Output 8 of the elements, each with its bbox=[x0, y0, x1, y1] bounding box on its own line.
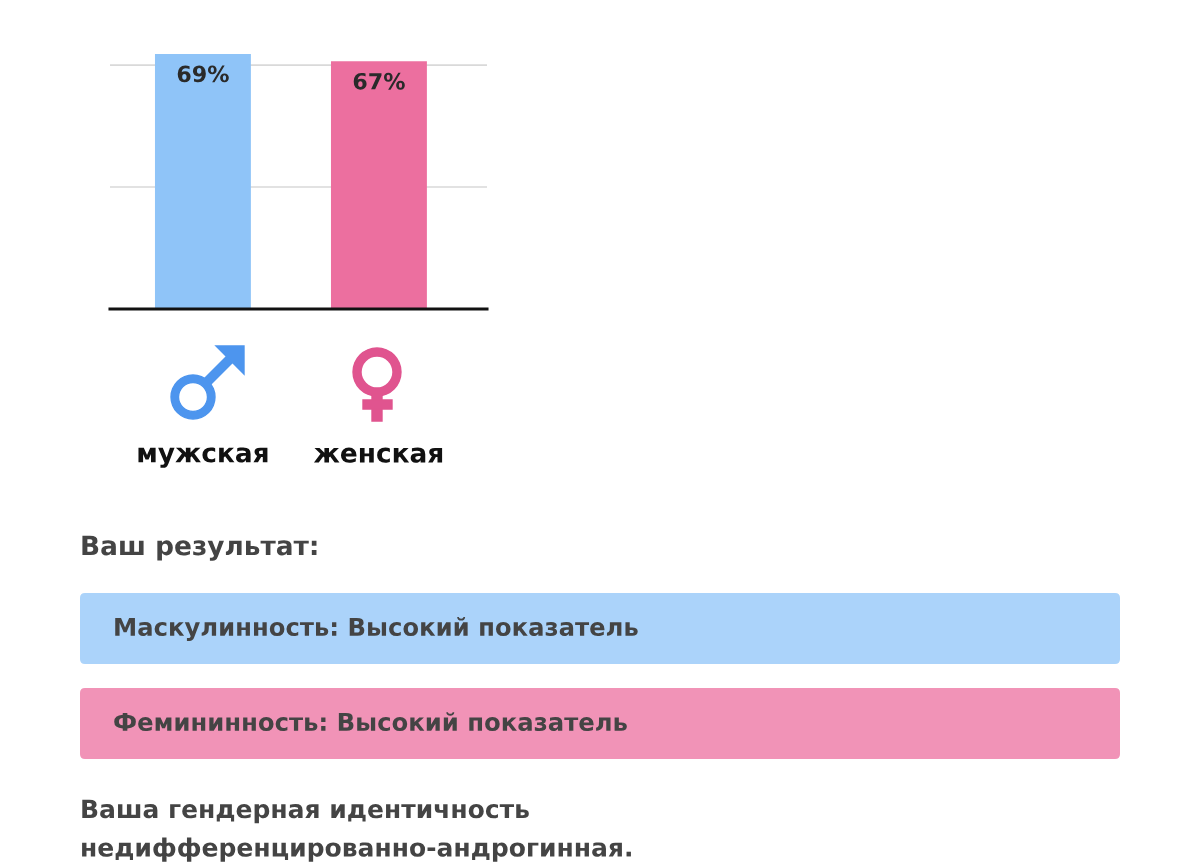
text: Ваша гендерная идентичность недифференцированно-андрогинная. bbox=[82, 799, 631, 862]
data-label: 67% bbox=[353, 72, 405, 90]
x-tick-label: женская bbox=[313, 447, 443, 463]
text: Ваш результат: bbox=[82, 535, 317, 561]
text: Маскулинность: Высокий показатель bbox=[115, 617, 638, 641]
data-label: 69% bbox=[177, 65, 229, 83]
text: Фемининность: Высокий показатель bbox=[114, 712, 627, 732]
x-tick-label: мужская bbox=[138, 447, 268, 468]
